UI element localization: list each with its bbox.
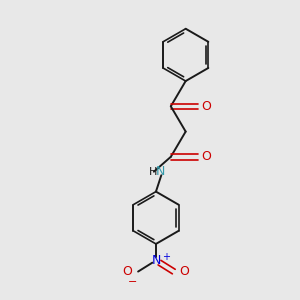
Text: N: N — [151, 254, 160, 267]
Text: O: O — [201, 100, 211, 113]
Text: +: + — [162, 252, 170, 262]
Text: N: N — [156, 165, 165, 178]
Text: H: H — [148, 167, 157, 177]
Text: O: O — [201, 150, 211, 163]
Text: O: O — [122, 265, 132, 278]
Text: −: − — [128, 277, 137, 287]
Text: O: O — [180, 265, 190, 278]
